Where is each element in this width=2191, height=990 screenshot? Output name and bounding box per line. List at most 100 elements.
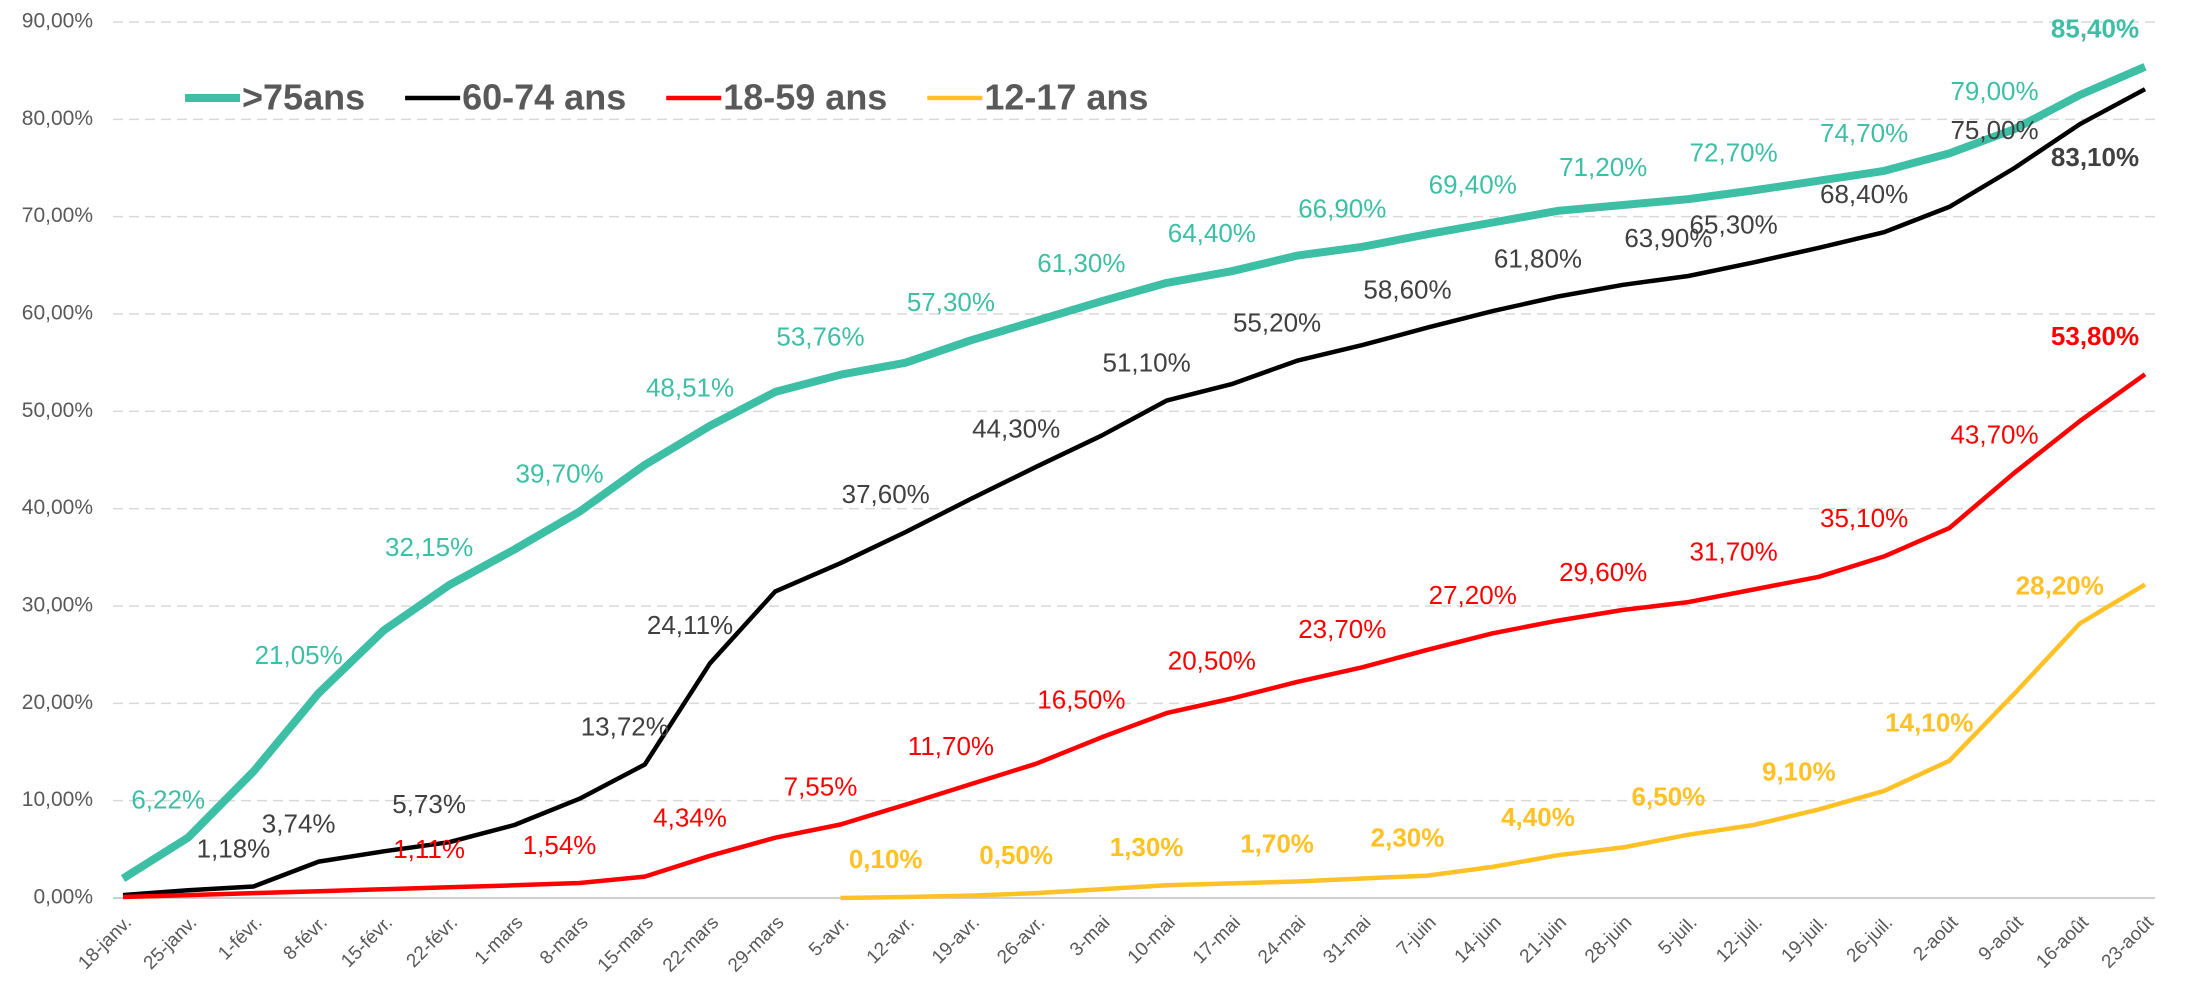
legend-label: >75ans bbox=[242, 77, 365, 118]
data-label: 85,40% bbox=[2051, 14, 2139, 44]
data-label: 75,00% bbox=[1950, 115, 2038, 145]
data-label: 71,20% bbox=[1559, 152, 1647, 182]
data-label: 51,10% bbox=[1103, 348, 1191, 378]
x-tick-label: 3-mai bbox=[1066, 912, 1114, 960]
x-tick-label: 10-mai bbox=[1124, 912, 1180, 968]
data-label: 66,90% bbox=[1298, 194, 1386, 224]
y-tick-label: 60,00% bbox=[22, 302, 93, 325]
data-label: 7,55% bbox=[784, 771, 858, 801]
data-label: 28,20% bbox=[2016, 570, 2104, 600]
data-label: 1,11% bbox=[393, 834, 465, 864]
data-label: 4,34% bbox=[653, 803, 727, 833]
x-tick-label: 2-août bbox=[1909, 912, 1962, 965]
data-label: 43,70% bbox=[1950, 420, 2038, 450]
data-label: 53,80% bbox=[2051, 321, 2139, 351]
y-tick-label: 70,00% bbox=[22, 204, 93, 227]
data-label: 1,18% bbox=[197, 833, 271, 863]
x-tick-label: 22-mars bbox=[659, 912, 723, 976]
y-tick-label: 10,00% bbox=[22, 788, 93, 811]
data-label: 29,60% bbox=[1559, 557, 1647, 587]
data-label: 2,30% bbox=[1371, 822, 1445, 852]
series-line bbox=[840, 582, 2147, 901]
x-tick-label: 19-juil. bbox=[1778, 912, 1832, 966]
data-label: 37,60% bbox=[842, 479, 930, 509]
y-tick-label: 90,00% bbox=[22, 10, 93, 33]
data-label: 16,50% bbox=[1037, 684, 1125, 714]
data-label: 11,70% bbox=[908, 731, 994, 761]
data-label: 23,70% bbox=[1298, 614, 1386, 644]
x-tick-label: 8-mars bbox=[536, 912, 593, 969]
data-label: 6,50% bbox=[1632, 782, 1706, 812]
data-label: 65,30% bbox=[1690, 209, 1778, 239]
x-tick-label: 25-janv. bbox=[140, 912, 202, 974]
x-tick-label: 8-févr. bbox=[280, 912, 332, 964]
data-label: 31,70% bbox=[1690, 536, 1778, 566]
x-tick-label: 12-avr. bbox=[863, 912, 919, 968]
x-tick-label: 24-mai bbox=[1254, 912, 1310, 968]
data-label: 5,73% bbox=[392, 789, 466, 819]
y-tick-label: 30,00% bbox=[22, 594, 93, 617]
data-label: 24,11% bbox=[647, 610, 733, 640]
data-label: 14,10% bbox=[1885, 708, 1973, 738]
data-label: 58,60% bbox=[1363, 275, 1451, 305]
data-label: 48,51% bbox=[646, 373, 734, 403]
x-tick-label: 23-août bbox=[2098, 912, 2159, 973]
data-label: 9,10% bbox=[1762, 756, 1836, 786]
legend-label: 60-74 ans bbox=[462, 77, 626, 118]
legend-label: 12-17 ans bbox=[984, 77, 1148, 118]
series-line bbox=[120, 63, 2147, 882]
data-label: 55,20% bbox=[1233, 308, 1321, 338]
y-tick-label: 20,00% bbox=[22, 691, 93, 714]
x-tick-label: 16-août bbox=[2032, 912, 2093, 973]
y-tick-label: 40,00% bbox=[22, 496, 93, 519]
data-label: 39,70% bbox=[515, 458, 603, 488]
data-label: 20,50% bbox=[1168, 645, 1256, 675]
data-label: 53,76% bbox=[776, 322, 864, 352]
data-label: 61,80% bbox=[1494, 243, 1582, 273]
data-label: 13,72% bbox=[581, 711, 669, 741]
data-label: 27,20% bbox=[1429, 580, 1517, 610]
series-line bbox=[122, 87, 2147, 898]
x-tick-label: 15-mars bbox=[594, 912, 658, 976]
x-tick-label: 19-avr. bbox=[928, 912, 984, 968]
x-tick-label: 9-août bbox=[1975, 912, 2028, 965]
series-line bbox=[122, 372, 2147, 900]
data-label: 64,40% bbox=[1168, 218, 1256, 248]
y-tick-label: 80,00% bbox=[22, 107, 93, 130]
x-tick-label: 22-févr. bbox=[403, 912, 463, 972]
x-tick-label: 29-mars bbox=[724, 912, 788, 976]
x-tick-label: 5-juil. bbox=[1655, 912, 1702, 959]
data-label: 74,70% bbox=[1820, 118, 1908, 148]
x-tick-label: 26-avr. bbox=[993, 912, 1049, 968]
data-label: 61,30% bbox=[1037, 248, 1125, 278]
data-label: 0,50% bbox=[979, 840, 1053, 870]
x-tick-label: 1-mars bbox=[471, 912, 528, 969]
data-label: 32,15% bbox=[385, 532, 473, 562]
data-label: 1,54% bbox=[523, 830, 597, 860]
data-label: 44,30% bbox=[972, 414, 1060, 444]
x-tick-label: 18-janv. bbox=[74, 912, 136, 974]
x-tick-label: 5-avr. bbox=[805, 912, 853, 960]
data-label: 69,40% bbox=[1429, 169, 1517, 199]
data-label: 0,10% bbox=[849, 844, 923, 874]
x-tick-label: 12-juil. bbox=[1712, 912, 1766, 966]
legend-label: 18-59 ans bbox=[723, 77, 887, 118]
x-tick-label: 14-juin bbox=[1451, 912, 1506, 967]
x-tick-label: 26-juil. bbox=[1843, 912, 1897, 966]
x-tick-label: 31-mai bbox=[1319, 912, 1375, 968]
x-tick-label: 7-juin bbox=[1393, 912, 1441, 960]
data-label: 83,10% bbox=[2051, 142, 2139, 172]
data-label: 35,10% bbox=[1820, 503, 1908, 533]
data-label: 6,22% bbox=[131, 784, 205, 814]
y-tick-label: 50,00% bbox=[22, 399, 93, 422]
data-label: 3,74% bbox=[262, 808, 336, 838]
data-label: 1,70% bbox=[1240, 828, 1314, 858]
data-label: 21,05% bbox=[255, 640, 343, 670]
x-tick-label: 17-mai bbox=[1189, 912, 1245, 968]
x-tick-label: 28-juin bbox=[1581, 912, 1636, 967]
data-label: 72,70% bbox=[1690, 137, 1778, 167]
data-label: 63,90% bbox=[1624, 223, 1712, 253]
data-label: 4,40% bbox=[1501, 802, 1575, 832]
data-label: 57,30% bbox=[907, 287, 995, 317]
